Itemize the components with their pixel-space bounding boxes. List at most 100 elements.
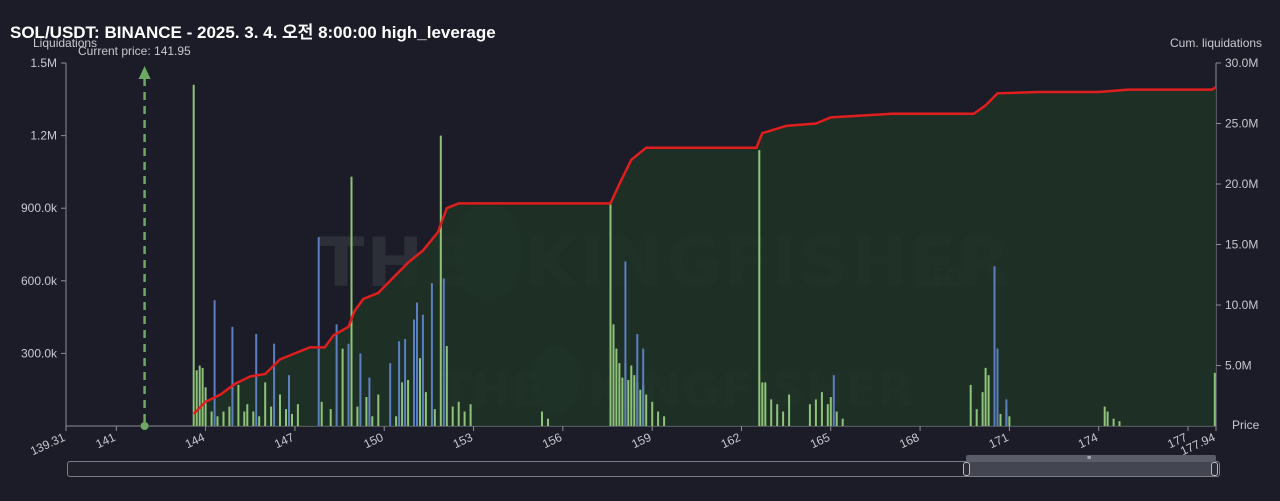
liquidation-bar [788,394,791,426]
y-right-tick-label: 25.0M [1225,117,1258,131]
x-tick-label: 156 [540,430,564,451]
liquidation-bar [192,84,195,427]
liquidation-bars [192,84,1216,427]
liquidation-bar [636,334,639,426]
liquidation-bar [350,176,353,426]
liquidation-bar [424,392,427,426]
liquidation-bar [377,394,380,426]
current-price-label: Current price: 141.95 [78,44,191,58]
liquidation-bar [413,319,415,426]
liquidation-bar [547,418,549,426]
liquidation-bar [621,377,624,426]
liquidation-bar [335,324,338,426]
x-tick-label: 139.31 [28,430,67,458]
liquidation-bar [433,409,436,426]
zoom-grip-icon[interactable]: ≡ [1087,455,1092,462]
liquidation-bar [368,377,371,426]
liquidation-bar [273,343,276,426]
liquidation-bar [981,392,984,426]
zoom-window[interactable] [966,462,1216,476]
liquidation-bar [463,411,466,426]
liquidation-bar [416,302,418,426]
liquidation-bar [618,363,621,426]
liquidation-bar [541,411,543,426]
liquidation-bar [609,203,612,426]
liquidation-bar [633,375,636,426]
cumulative-line-path [192,86,1217,415]
liquidation-bar [359,353,362,426]
liquidation-bar [401,382,404,426]
liquidation-bar [243,411,246,426]
liquidation-bar [407,380,410,426]
liquidation-bar [296,404,299,426]
zoom-right-handle[interactable] [1211,462,1218,476]
y-left-tick-label: 900.0k [21,201,58,215]
liquidation-bar [371,416,374,426]
x-tick-label: 165 [808,430,832,451]
liquidation-bar [419,358,421,426]
liquidation-bar [404,338,407,426]
liquidation-bar [237,384,240,426]
liquidation-bar [195,370,198,426]
liquidation-bar [210,411,213,426]
liquidation-bar [258,416,261,426]
cumulative-fill [193,87,1216,426]
liquidation-bar [814,399,817,426]
liquidation-bar [347,343,350,426]
liquidation-bar [639,389,642,426]
liquidation-bar [442,278,445,426]
x-tick-label: 144 [183,430,207,451]
liquidation-bar [642,348,645,426]
x-tick-label: 153 [451,430,475,451]
liquidation-bar [764,382,767,426]
liquidation-bar [841,418,844,426]
liquidation-bar [975,409,978,426]
liquidation-bar [329,409,332,426]
y-left-tick-label: 1.5M [30,56,57,70]
zoom-window-handle-bar[interactable] [966,455,1216,462]
liquidation-bar [264,382,267,426]
liquidation-bar [270,406,273,426]
liquidation-bar [1213,372,1216,426]
y-right-tick-label: 30.0M [1225,56,1258,70]
liquidation-bar [430,283,433,426]
liquidation-bar [285,409,287,426]
liquidation-bar [398,341,401,426]
liquidation-bar [758,150,761,426]
liquidation-bar [832,375,835,426]
liquidation-bar [279,394,281,426]
liquidation-bar [451,406,454,426]
zoom-slider[interactable]: ≡ [67,455,1220,477]
x-tick-label: 159 [629,430,653,451]
x-tick-label: 171 [987,430,1011,451]
liquidation-bar [1005,399,1008,426]
x-tick-label: 174 [1076,430,1100,451]
liquidation-bar [776,404,779,426]
liquidation-bar [1103,406,1106,426]
liquidation-bar [829,397,832,426]
liquidation-bar [663,416,666,426]
liquidation-bar [993,266,996,426]
liquidation-bar [612,324,615,426]
x-tick-label: 141 [94,430,118,451]
x-tick-label: 162 [719,430,743,451]
liquidation-bar [252,411,255,426]
liquidation-bar [984,367,987,426]
current-price-marker [138,66,151,430]
right-axis-title: Cum. liquidations [1170,36,1262,50]
liquidation-bar [198,365,201,426]
cumulative-line [192,86,1217,415]
liquidation-bar [1106,411,1109,426]
zoom-left-handle[interactable] [963,462,970,476]
cumulative-area [193,87,1216,426]
liquidation-bar [969,384,972,426]
x-tick-label: 168 [897,430,921,451]
liquidation-bar [421,314,424,426]
liquidation-bar [204,387,207,426]
liquidation-bar [222,411,225,426]
y-right-tick-label: 10.0M [1225,298,1258,312]
liquidation-bar [1118,421,1121,426]
y-left-tick-label: 600.0k [21,274,58,288]
liquidation-bar [835,411,838,426]
